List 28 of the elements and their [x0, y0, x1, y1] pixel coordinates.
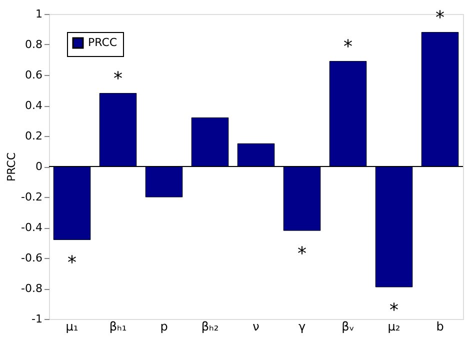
y-tick-label: -0.6: [21, 252, 42, 264]
y-tick-label: -0.8: [21, 282, 42, 295]
y-axis-title: PRCC: [5, 152, 18, 182]
x-tick-label: γ: [298, 320, 306, 334]
x-tick-label: βₕ₂: [201, 320, 219, 334]
annotation: *: [298, 244, 306, 265]
annotation: *: [436, 7, 444, 28]
y-tick-label: -1: [32, 312, 42, 326]
y-tick-label: 1: [36, 8, 42, 20]
y-tick-label: 0.6: [25, 68, 42, 82]
x-tick-label: p: [160, 320, 168, 334]
y-tick-label: 0: [36, 160, 42, 173]
annotation: *: [344, 36, 352, 58]
y-tick-label: -0.4: [21, 221, 42, 234]
y-tick-label: 0.4: [25, 99, 42, 112]
y-tick-label: -0.2: [21, 190, 42, 204]
x-tick-label: μ₂: [388, 320, 400, 334]
x-tick-label: b: [436, 320, 444, 334]
x-tick-label: βᵥ: [342, 320, 354, 334]
annotation: *: [390, 300, 398, 321]
y-tick-label: 0.8: [25, 38, 42, 51]
x-tick-label: ν: [252, 320, 260, 334]
annotation: *: [114, 68, 122, 90]
legend-label: PRCC: [88, 36, 118, 49]
annotation: *: [68, 252, 76, 274]
x-tick-label: βₕ₁: [109, 320, 127, 334]
x-tick-label: μ₁: [66, 320, 78, 334]
y-tick-label: 0.2: [25, 130, 42, 142]
